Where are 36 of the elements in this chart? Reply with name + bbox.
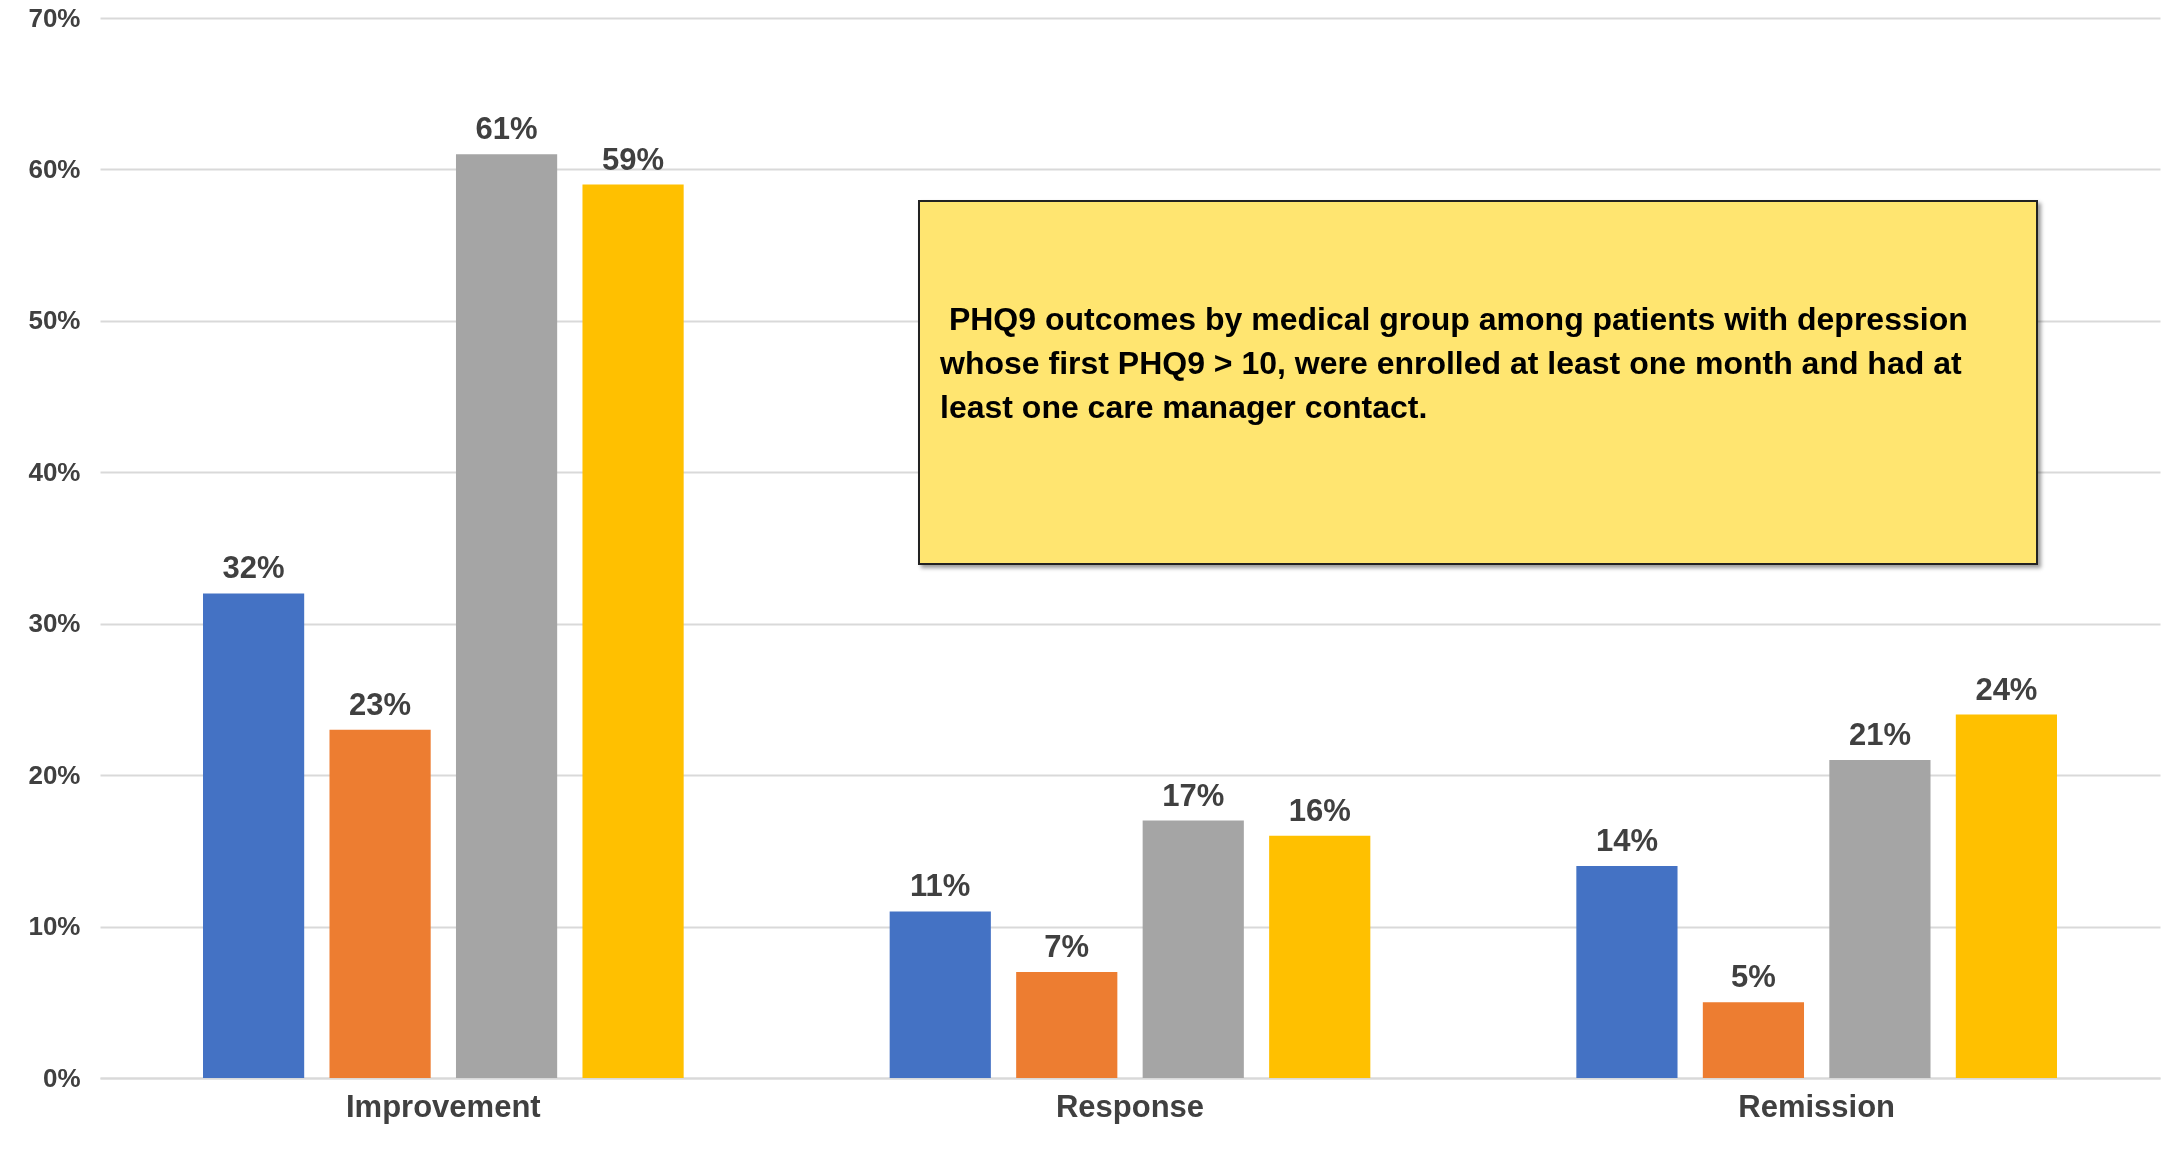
y-tick-label: 0% [42,1062,81,1093]
bar [1955,714,2057,1078]
y-tick-label: 70% [28,2,81,33]
data-label: 11% [910,868,971,904]
data-label: 21% [1848,717,1911,752]
data-label: 23% [349,686,412,722]
bar [455,154,558,1078]
x-tick-label: Response [1055,1088,1205,1124]
bar [889,911,991,1078]
note-box: PHQ9 outcomes by medical group among patients with depression whose first PHQ9 > 10, were enrolled at least one month and had at least one care manager contact. [918,200,2038,565]
data-label: 7% [1044,929,1090,964]
y-tick-label: 60% [28,153,81,184]
bar [1576,866,1678,1078]
data-label: 14% [1595,823,1658,858]
bar [203,593,305,1078]
y-tick-label: 20% [28,759,81,790]
y-tick-label: 50% [28,305,81,336]
x-tick-label: Remission [1738,1088,1896,1124]
data-label: 32% [222,550,285,586]
y-tick-label: 40% [28,456,81,487]
data-label: 5% [1731,959,1776,995]
bar [1829,760,1931,1078]
y-tick-label: 30% [28,608,81,639]
x-tick-label: Improvement [346,1088,541,1124]
y-tick-label: 10% [28,911,81,942]
bar [1142,820,1244,1078]
bar [1702,1002,1805,1078]
data-label: 59% [602,141,665,177]
data-label: 61% [475,111,538,147]
bar [1269,835,1371,1078]
bar [1016,972,1118,1078]
data-label: 16% [1288,792,1351,828]
data-label: 24% [1975,671,2038,707]
data-label: 17% [1162,777,1225,813]
bar [582,184,684,1078]
bar [329,729,431,1078]
